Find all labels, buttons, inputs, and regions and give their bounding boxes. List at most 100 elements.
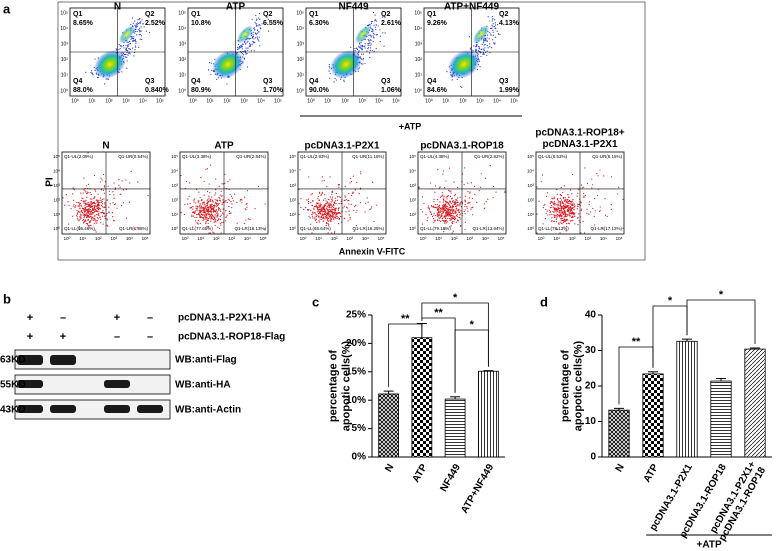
cell-dot bbox=[452, 212, 453, 213]
x-tick-label: 10¹ bbox=[79, 236, 86, 241]
cell-dot bbox=[449, 209, 450, 210]
cell-dot bbox=[207, 202, 208, 203]
cell-dot bbox=[212, 232, 213, 233]
cell-dot bbox=[128, 48, 129, 49]
cell-dot bbox=[465, 213, 466, 214]
cell-dot bbox=[376, 24, 377, 25]
plot-title: ATP+NF449 bbox=[444, 2, 500, 13]
cell-dot bbox=[471, 182, 472, 183]
cell-dot bbox=[433, 222, 434, 223]
cell-dot bbox=[557, 194, 558, 195]
cell-dot bbox=[315, 214, 316, 215]
cell-dot bbox=[100, 197, 101, 198]
cell-dot bbox=[311, 205, 312, 206]
cell-dot bbox=[95, 190, 96, 191]
cell-dot bbox=[78, 219, 79, 220]
cell-dot bbox=[435, 185, 436, 186]
cell-dot bbox=[439, 220, 440, 221]
cell-dot bbox=[557, 198, 558, 199]
cell-dot bbox=[330, 204, 331, 205]
cell-dot bbox=[368, 40, 369, 41]
cell-dot bbox=[351, 195, 352, 196]
cell-dot bbox=[565, 219, 566, 220]
cell-dot bbox=[450, 219, 451, 220]
cell-dot bbox=[312, 213, 313, 214]
cell-dot bbox=[83, 215, 84, 216]
cell-dot bbox=[467, 203, 468, 204]
cell-dot bbox=[200, 197, 201, 198]
cell-dot bbox=[367, 197, 368, 198]
cell-dot bbox=[119, 44, 120, 45]
cell-dot bbox=[580, 202, 581, 203]
cell-dot bbox=[437, 169, 438, 170]
cell-dot bbox=[232, 198, 233, 199]
cell-dot bbox=[322, 176, 323, 177]
cell-dot bbox=[91, 70, 92, 71]
cell-dot bbox=[365, 43, 366, 44]
cell-dot bbox=[246, 204, 247, 205]
cell-dot bbox=[380, 36, 381, 37]
cell-dot bbox=[611, 209, 612, 210]
cell-dot bbox=[198, 213, 199, 214]
cell-dot bbox=[215, 192, 216, 193]
cell-dot bbox=[244, 197, 245, 198]
cell-dot bbox=[209, 215, 210, 216]
quadrant-label: Q1-LL(95.46%) bbox=[64, 226, 95, 231]
cell-dot bbox=[135, 39, 136, 40]
cell-dot bbox=[244, 58, 245, 59]
cell-dot bbox=[243, 54, 244, 55]
cell-dot bbox=[94, 215, 95, 216]
cell-dot bbox=[597, 195, 598, 196]
cell-dot bbox=[566, 210, 567, 211]
cell-dot bbox=[244, 50, 245, 51]
y-tick-label: 10⁴ bbox=[178, 26, 186, 32]
cell-dot bbox=[94, 202, 95, 203]
cell-dot bbox=[221, 222, 222, 223]
cell-dot bbox=[112, 216, 113, 217]
cell-dot bbox=[191, 215, 192, 216]
x-tick-label: 10² bbox=[341, 98, 349, 104]
cell-dot bbox=[599, 211, 600, 212]
cell-dot bbox=[332, 206, 333, 207]
cell-dot bbox=[268, 31, 269, 32]
cell-dot bbox=[98, 200, 99, 201]
cell-dot bbox=[332, 191, 333, 192]
cell-dot bbox=[563, 207, 564, 208]
cell-dot bbox=[336, 218, 337, 219]
cell-dot bbox=[369, 57, 370, 58]
cell-dot bbox=[488, 16, 489, 17]
y-tick-label: 10⁴ bbox=[414, 26, 422, 32]
cell-dot bbox=[549, 214, 550, 215]
cell-dot bbox=[95, 203, 96, 204]
cell-dot bbox=[372, 29, 373, 30]
cell-dot bbox=[550, 207, 551, 208]
cell-dot bbox=[81, 211, 82, 212]
cell-dot bbox=[85, 72, 86, 73]
cell-dot bbox=[226, 215, 227, 216]
cell-dot bbox=[207, 211, 208, 212]
cell-dot bbox=[354, 48, 355, 49]
cell-dot bbox=[574, 213, 575, 214]
cell-dot bbox=[565, 199, 566, 200]
cell-dot bbox=[333, 207, 334, 208]
cell-dot bbox=[254, 29, 255, 30]
cell-dot bbox=[257, 36, 258, 37]
cell-dot bbox=[475, 50, 476, 51]
cell-dot bbox=[228, 199, 229, 200]
cell-dot bbox=[108, 79, 109, 80]
cell-dot bbox=[134, 32, 135, 33]
cell-dot bbox=[207, 203, 208, 204]
significance-label: * bbox=[470, 319, 475, 331]
cell-dot bbox=[211, 212, 212, 213]
quadrant-label: Q1-LL(77.65%) bbox=[182, 226, 213, 231]
cell-dot bbox=[201, 199, 202, 200]
cell-dot bbox=[375, 20, 376, 21]
y-tick-label: 10⁰ bbox=[527, 226, 534, 231]
cell-dot bbox=[383, 45, 384, 46]
cell-dot bbox=[317, 198, 318, 199]
cell-dot bbox=[566, 202, 567, 203]
cell-dot bbox=[250, 44, 251, 45]
cell-dot bbox=[572, 207, 573, 208]
x-tick-label: 10³ bbox=[122, 98, 130, 104]
